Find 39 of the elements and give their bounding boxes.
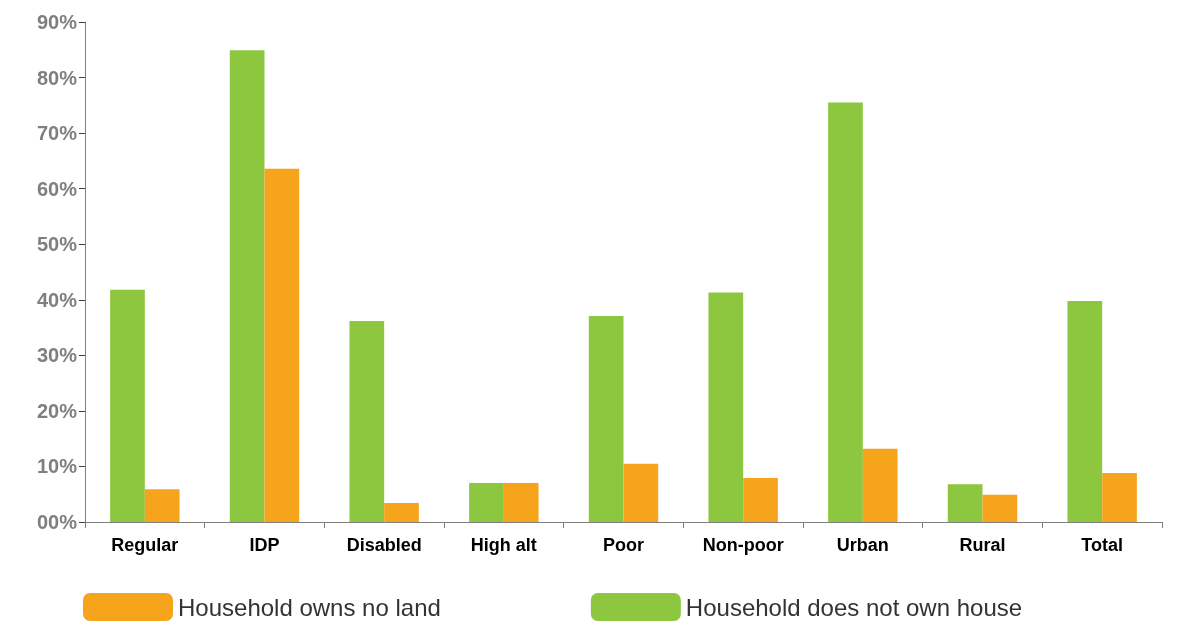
y-tick-label: 90% xyxy=(36,11,78,33)
y-tick-label: 30% xyxy=(36,344,78,367)
bar xyxy=(947,484,983,522)
x-tick-label: Regular xyxy=(111,535,179,555)
x-tick-label: High alt xyxy=(470,535,537,555)
bar xyxy=(828,102,863,522)
y-tick-label: 80% xyxy=(36,66,78,89)
bar xyxy=(110,289,145,522)
y-tick-label: 10% xyxy=(36,455,78,478)
x-tick-label: Urban xyxy=(836,535,889,555)
bar xyxy=(862,448,898,522)
x-tick-label: Non-poor xyxy=(702,535,784,555)
bar xyxy=(144,489,180,522)
bar xyxy=(743,478,778,522)
y-tick-label: 20% xyxy=(36,399,78,422)
bar xyxy=(982,494,1018,522)
y-tick-label: 50% xyxy=(36,233,78,256)
bar xyxy=(1067,300,1103,522)
y-tick-label: 00% xyxy=(36,511,78,533)
y-tick-label: 60% xyxy=(36,177,78,200)
bar xyxy=(469,483,504,522)
bar xyxy=(1102,473,1137,522)
legend-label: Household owns no land xyxy=(178,593,441,621)
y-tick-label: 70% xyxy=(36,122,78,145)
bar xyxy=(264,168,300,522)
bar xyxy=(623,463,659,522)
bar xyxy=(229,50,265,522)
legend-label: Household does not own house xyxy=(685,593,1023,621)
bar xyxy=(588,315,624,522)
bar xyxy=(708,292,744,522)
y-tick-label: 40% xyxy=(36,288,78,311)
x-tick-label: Disabled xyxy=(346,535,422,555)
x-tick-label: Rural xyxy=(959,535,1006,555)
bar xyxy=(503,483,539,522)
bar xyxy=(384,503,419,522)
x-tick-label: Poor xyxy=(602,535,645,555)
bar xyxy=(349,320,385,522)
x-tick-label: IDP xyxy=(249,535,280,555)
x-tick-label: Total xyxy=(1081,535,1123,555)
